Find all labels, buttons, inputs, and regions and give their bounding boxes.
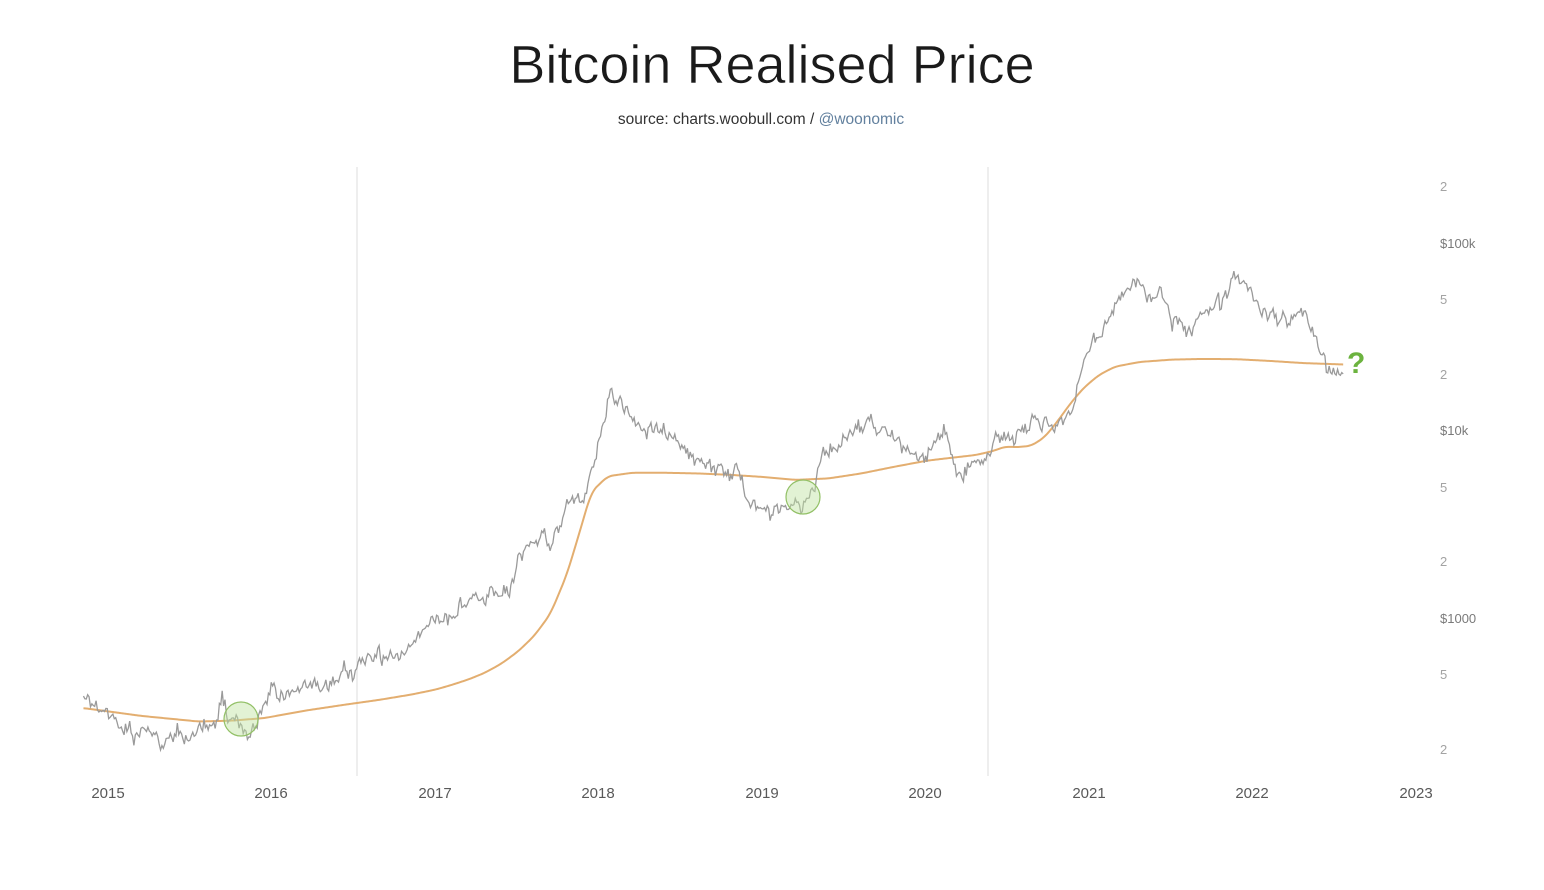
- svg-text:2019: 2019: [745, 785, 778, 802]
- svg-text:2017: 2017: [418, 785, 451, 802]
- svg-text:2020: 2020: [908, 785, 941, 802]
- svg-text:2016: 2016: [254, 785, 287, 802]
- svg-text:2015: 2015: [91, 785, 124, 802]
- svg-text:2018: 2018: [581, 785, 614, 802]
- svg-text:$100k: $100k: [1440, 236, 1476, 251]
- svg-text:2: 2: [1440, 179, 1447, 194]
- svg-text:2023: 2023: [1399, 785, 1432, 802]
- svg-text:2022: 2022: [1235, 785, 1268, 802]
- svg-text:?: ?: [1347, 347, 1365, 380]
- svg-text:$10k: $10k: [1440, 423, 1469, 438]
- svg-text:2021: 2021: [1072, 785, 1105, 802]
- svg-text:5: 5: [1440, 480, 1447, 495]
- svg-text:$1000: $1000: [1440, 611, 1476, 626]
- svg-text:5: 5: [1440, 667, 1447, 682]
- svg-text:2: 2: [1440, 367, 1447, 382]
- svg-text:2: 2: [1440, 742, 1447, 757]
- svg-text:2: 2: [1440, 554, 1447, 569]
- svg-text:5: 5: [1440, 292, 1447, 307]
